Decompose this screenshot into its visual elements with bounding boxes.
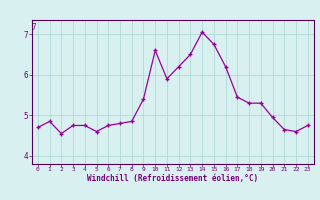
Text: 7: 7 — [32, 23, 36, 32]
X-axis label: Windchill (Refroidissement éolien,°C): Windchill (Refroidissement éolien,°C) — [87, 174, 258, 183]
